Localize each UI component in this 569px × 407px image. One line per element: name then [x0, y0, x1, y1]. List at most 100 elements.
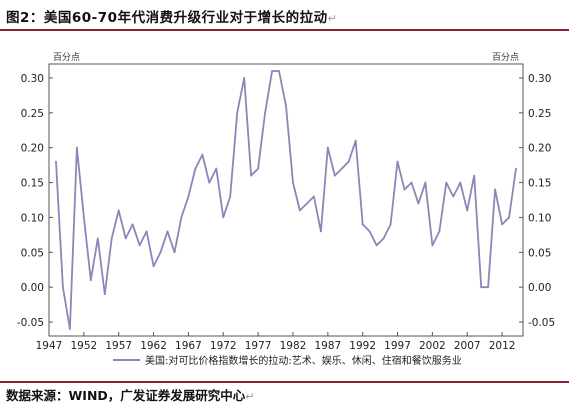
- x-tick-label: 1972: [210, 340, 237, 352]
- data-point: [347, 160, 350, 163]
- data-point: [131, 223, 134, 226]
- y-tick-label-right: 0.25: [528, 108, 551, 120]
- data-point: [222, 216, 225, 219]
- data-point: [480, 286, 483, 289]
- data-point: [257, 167, 260, 170]
- y-axis-unit-left: 百分点: [53, 52, 80, 63]
- data-point: [96, 237, 99, 240]
- source-note: 数据来源：WIND，广发证券发展研究中心↵: [6, 385, 255, 404]
- data-point: [285, 104, 287, 107]
- data-point: [271, 70, 273, 72]
- x-tick-label: 1947: [36, 340, 63, 352]
- data-point: [75, 146, 78, 149]
- data-point: [396, 160, 399, 163]
- data-point: [326, 146, 329, 149]
- data-point: [180, 216, 183, 219]
- data-point: [229, 195, 232, 198]
- data-point: [152, 265, 155, 268]
- data-point: [333, 174, 336, 177]
- data-point: [417, 202, 420, 205]
- data-point: [103, 293, 106, 296]
- right-axis: -0.05 0.00 0.05 0.10 0.15 0.20 0.25 0.30 百分点: [492, 52, 555, 329]
- data-point: [312, 195, 315, 198]
- y-tick-label-right: 0.00: [528, 282, 551, 294]
- x-tick-label: 1987: [314, 340, 341, 352]
- data-point: [494, 188, 497, 191]
- data-point: [292, 181, 294, 184]
- y-tick-label: 0.10: [21, 212, 44, 224]
- x-tick-label: 1997: [384, 340, 411, 352]
- data-point: [306, 202, 308, 205]
- data-point: [159, 251, 162, 254]
- paragraph-mark-icon: ↵: [245, 390, 255, 403]
- x-tick-label: 2002: [419, 340, 446, 352]
- data-point: [278, 70, 280, 72]
- y-tick-label: 0.25: [21, 108, 44, 120]
- series-layer: [55, 70, 517, 330]
- x-tick-label: 1957: [105, 340, 132, 352]
- legend-label: 美国:对可比价格指数增长的拉动:艺术、娱乐、休闲、住宿和餐饮服务业: [145, 354, 462, 367]
- data-point: [145, 230, 148, 233]
- plot-area: [48, 63, 524, 337]
- y-tick-label-right: -0.05: [528, 317, 555, 329]
- data-point: [445, 181, 448, 184]
- y-tick-label: -0.05: [17, 317, 44, 329]
- data-point: [208, 181, 211, 184]
- data-point: [431, 244, 434, 247]
- data-point: [89, 279, 92, 282]
- figure-title-text: 图2：美国60-70年代消费升级行业对于增长的拉动: [6, 10, 328, 26]
- y-tick-label: 0.05: [21, 247, 44, 259]
- legend: 美国:对可比价格指数增长的拉动:艺术、娱乐、休闲、住宿和餐饮服务业: [113, 354, 462, 367]
- data-point: [508, 216, 510, 219]
- y-tick-label-right: 0.15: [528, 178, 551, 190]
- data-point: [452, 195, 455, 198]
- plot-border: [48, 63, 524, 337]
- data-point: [69, 328, 71, 330]
- data-point: [62, 286, 64, 289]
- data-point: [438, 230, 441, 233]
- data-point: [487, 286, 490, 289]
- data-point: [473, 174, 476, 177]
- data-point: [459, 181, 462, 184]
- data-point: [466, 209, 469, 212]
- data-point: [410, 181, 413, 184]
- x-tick-label: 1952: [70, 340, 97, 352]
- bottom-rule: [0, 381, 569, 383]
- y-tick-label-right: 0.05: [528, 247, 551, 259]
- paragraph-mark-icon: ↵: [327, 12, 338, 25]
- data-point: [361, 223, 364, 226]
- data-point: [236, 111, 239, 114]
- y-tick-label: 0.00: [21, 282, 44, 294]
- data-point: [243, 77, 246, 79]
- figure-title: 图2：美国60-70年代消费升级行业对于增长的拉动↵: [6, 6, 337, 26]
- y-tick-label-right: 0.10: [528, 212, 551, 224]
- x-tick-label: 2007: [454, 340, 481, 352]
- data-point: [382, 237, 385, 240]
- data-point: [375, 244, 378, 247]
- x-tick-label: 1967: [175, 340, 202, 352]
- data-point: [299, 209, 301, 212]
- data-point: [110, 237, 113, 240]
- line-chart: -0.05 0.00 0.05 0.10 0.15 0.20 0.25 0.30 百分点 -0.…: [17, 52, 555, 367]
- data-point: [389, 223, 392, 226]
- data-point: [124, 237, 127, 240]
- data-point: [166, 230, 169, 233]
- y-tick-label-right: 0.30: [528, 73, 551, 85]
- source-text: 数据来源：WIND，广发证券发展研究中心: [6, 388, 246, 403]
- top-rule: [0, 29, 569, 31]
- x-tick-label: 1977: [245, 340, 272, 352]
- x-tick-label: 1982: [280, 340, 307, 352]
- data-point: [424, 181, 427, 184]
- data-point: [264, 111, 266, 114]
- data-point: [215, 167, 218, 170]
- data-point: [173, 251, 176, 254]
- data-point: [55, 160, 57, 163]
- x-tick-label: 2012: [489, 340, 516, 352]
- left-axis: -0.05 0.00 0.05 0.10 0.15 0.20 0.25 0.30 百分点: [17, 52, 80, 329]
- data-point: [194, 167, 197, 170]
- data-point: [515, 167, 517, 170]
- data-point: [319, 230, 322, 233]
- data-point: [501, 223, 503, 226]
- x-tick-label: 1992: [349, 340, 376, 352]
- x-tick-label: 1962: [140, 340, 167, 352]
